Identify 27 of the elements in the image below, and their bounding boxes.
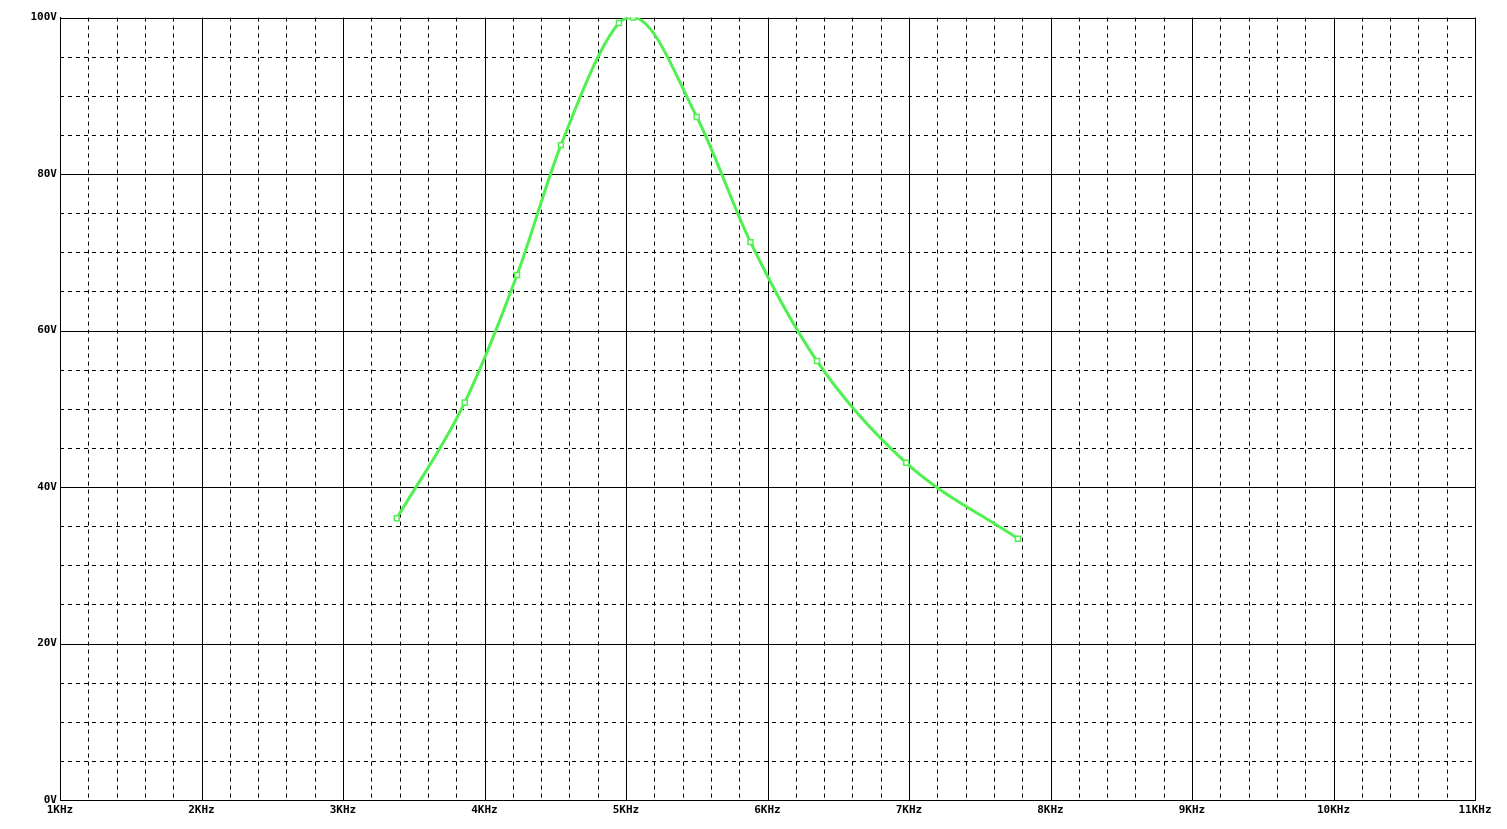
x-tick-label: 1KHz (46, 803, 74, 817)
point (1014, 535, 1022, 542)
x-tick-label: 6KHz (754, 803, 781, 817)
y-tick-label: 60V (37, 323, 58, 337)
y-tick-label: 100V (30, 10, 58, 24)
point (813, 357, 821, 365)
x-tick-label: 9KHz (1178, 803, 1206, 817)
x-tick-label: 8KHz (1037, 803, 1064, 817)
x-tick-label: 4KHz (471, 803, 498, 817)
point (393, 515, 400, 522)
x-tick-label: 10KHz (1316, 803, 1351, 817)
x-tick-label: 3KHz (329, 803, 357, 817)
y-tick-label: 0V (43, 792, 58, 806)
x-tick-label: 7KHz (895, 803, 923, 817)
point (461, 399, 468, 406)
x-tick-label: 11KHz (1458, 803, 1492, 817)
point (557, 141, 565, 149)
point (615, 19, 623, 27)
point (902, 459, 910, 467)
y-tick-label: 20V (37, 636, 58, 650)
y-tick-label: 40V (37, 479, 58, 493)
x-tick-label: 2KHz (188, 803, 215, 817)
x-tick-label: 5KHz (612, 803, 640, 817)
y-tick-label: 80V (37, 166, 58, 180)
point (693, 113, 700, 121)
point (513, 271, 521, 279)
point (747, 238, 754, 246)
